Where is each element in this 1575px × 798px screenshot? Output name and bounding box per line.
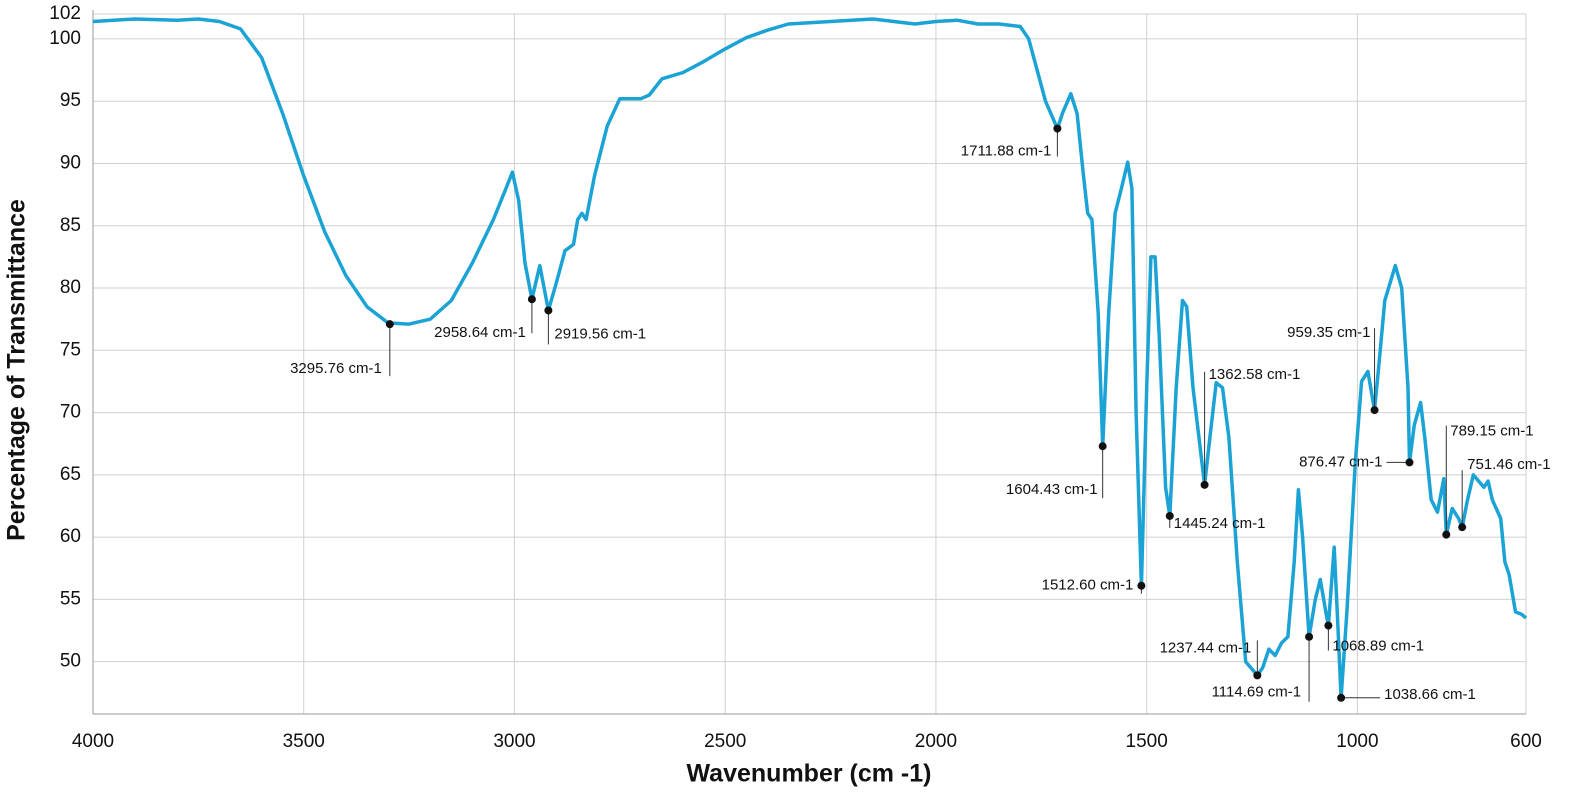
peak-label: 1068.89 cm-1 <box>1332 638 1424 655</box>
peak-marker <box>1098 442 1107 451</box>
peak-marker <box>1405 458 1414 467</box>
x-tick-label: 2500 <box>704 731 746 752</box>
peak-label: 1512.60 cm-1 <box>1042 577 1134 594</box>
x-tick-label: 3000 <box>493 731 535 752</box>
peak-label: 1711.88 cm-1 <box>961 143 1052 160</box>
peak-label: 2958.64 cm-1 <box>434 324 526 341</box>
y-tick-label: 85 <box>60 215 81 236</box>
peak-label: 876.47 cm-1 <box>1299 453 1382 470</box>
peak-marker <box>1200 480 1209 489</box>
y-axis-title: Percentage of Transmittance <box>3 199 31 541</box>
x-tick-label: 1500 <box>1126 731 1168 752</box>
y-tick-label: 75 <box>60 339 81 360</box>
peak-marker <box>1253 671 1262 680</box>
peak-marker <box>1458 523 1467 532</box>
y-tick-label: 95 <box>60 90 81 111</box>
x-tick-label: 2000 <box>915 731 957 752</box>
peak-marker <box>1337 693 1346 702</box>
peak-marker <box>527 295 536 304</box>
peak-label: 789.15 cm-1 <box>1450 423 1533 440</box>
peak-marker <box>1370 406 1379 415</box>
y-tick-label: 50 <box>60 651 81 672</box>
y-tick-label: 90 <box>60 152 81 173</box>
y-tick-label: 102 <box>49 3 81 24</box>
y-tick-label: 70 <box>60 402 81 423</box>
peak-marker <box>1137 581 1146 590</box>
x-tick-label: 3500 <box>283 731 325 752</box>
peak-label: 959.35 cm-1 <box>1287 324 1370 341</box>
peak-marker <box>544 306 553 315</box>
x-tick-label: 600 <box>1510 731 1542 752</box>
y-tick-label: 55 <box>60 588 81 609</box>
peak-label: 1445.24 cm-1 <box>1174 515 1266 532</box>
peak-label: 1362.58 cm-1 <box>1209 366 1301 383</box>
peak-marker <box>1053 124 1062 133</box>
peak-marker <box>385 320 394 329</box>
peak-marker <box>1324 621 1333 630</box>
y-tick-label: 65 <box>60 464 81 485</box>
peak-label: 1114.69 cm-1 <box>1212 684 1302 701</box>
peak-label: 3295.76 cm-1 <box>290 360 382 377</box>
y-tick-label: 60 <box>60 526 81 547</box>
y-tick-label: 80 <box>60 277 81 298</box>
x-axis-title: Wavenumber (cm -1) <box>687 760 932 788</box>
peak-label: 2919.56 cm-1 <box>554 325 646 342</box>
peak-label: 751.46 cm-1 <box>1467 456 1550 473</box>
peak-label: 1604.43 cm-1 <box>1006 481 1098 498</box>
y-tick-label: 100 <box>49 28 81 49</box>
peak-marker <box>1165 511 1174 520</box>
spectrum-line <box>92 17 1528 700</box>
peak-label: 1237.44 cm-1 <box>1160 639 1252 656</box>
x-tick-label: 1000 <box>1336 731 1378 752</box>
peak-marker <box>1305 632 1314 641</box>
x-tick-label: 4000 <box>72 731 114 752</box>
peak-label: 1038.66 cm-1 <box>1384 686 1476 703</box>
peak-marker <box>1442 530 1451 539</box>
